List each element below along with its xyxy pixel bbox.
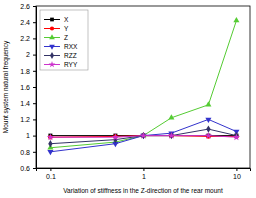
tick: 0.6 <box>20 165 36 172</box>
tick-label: 2.6 <box>20 3 30 10</box>
tick: 1.4 <box>20 100 36 107</box>
tick-label: 0.6 <box>20 165 30 172</box>
marker <box>168 132 175 139</box>
legend-box <box>40 10 88 70</box>
tick-mark <box>33 22 36 23</box>
marker <box>233 133 240 140</box>
plot: 0.1 1 10 0.6 0.8 1 1.2 1.4 1.6 1.8 2 2.2 2.4 2.6 XYZ RX… <box>20 3 250 180</box>
tick-mark <box>33 152 36 153</box>
tick-label: 1.8 <box>20 68 30 75</box>
marker <box>140 132 147 139</box>
tick-mark <box>33 87 36 88</box>
legend-marker <box>49 61 56 67</box>
tick: 10 <box>233 168 241 180</box>
tick-mark <box>33 71 36 72</box>
legend-marker <box>50 52 54 59</box>
axis-line <box>33 7 37 169</box>
series-line <box>50 119 236 151</box>
tick-label: 0.1 <box>46 173 56 180</box>
tick-label: 1.4 <box>20 100 30 107</box>
tick-label: 0.8 <box>20 149 30 156</box>
tick-mark <box>33 55 36 56</box>
legend-label: RYY <box>64 61 78 68</box>
legend-label: X <box>64 16 69 23</box>
tick: 2.2 <box>20 35 36 42</box>
tick: 2 <box>26 51 36 58</box>
tick: 0.8 <box>20 149 36 156</box>
tick-mark <box>50 168 51 171</box>
tick-mark <box>33 103 36 104</box>
marker <box>47 133 54 140</box>
tick-label: 1 <box>142 173 146 180</box>
tick: 1 <box>26 132 36 139</box>
marker <box>205 118 211 123</box>
legend-label: Y <box>64 25 69 32</box>
tick-label: 2.2 <box>20 35 30 42</box>
axis-line <box>37 169 251 172</box>
marker <box>112 133 119 140</box>
tick: 1.8 <box>20 68 36 75</box>
legend-label: RXX <box>64 43 78 50</box>
tick-label: 2 <box>26 51 30 58</box>
tick-mark <box>33 6 36 7</box>
marker <box>205 101 211 106</box>
legend-marker <box>49 45 55 50</box>
tick-mark <box>143 168 144 171</box>
marker <box>206 125 210 132</box>
legend-marker <box>50 18 54 22</box>
tick-label: 10 <box>233 173 241 180</box>
tick-label: 1.2 <box>20 116 30 123</box>
tick: 1.2 <box>20 116 36 123</box>
marker <box>233 17 239 22</box>
tick: 2.4 <box>20 19 36 26</box>
legend-label: Z <box>64 34 68 41</box>
marker <box>168 114 174 119</box>
marker <box>205 132 212 139</box>
tick-label: 2.4 <box>20 19 30 26</box>
tick: 1 <box>142 168 146 180</box>
tick: 1.6 <box>20 84 36 91</box>
marker <box>48 140 52 147</box>
tick-mark <box>33 168 36 169</box>
legend-marker <box>49 34 55 39</box>
y-axis-title: Mount system natural frequency <box>2 40 10 133</box>
tick: 2.6 <box>20 3 36 10</box>
legend-label: RZZ <box>64 52 77 59</box>
tick: 0.1 <box>46 168 56 180</box>
legend: XYZ RXX RZZ RYY <box>40 10 88 70</box>
marker <box>47 150 53 155</box>
plot-frame <box>36 6 250 168</box>
y-axis: 0.6 0.8 1 1.2 1.4 1.6 1.8 2 2.2 2.4 2.6 <box>20 3 36 172</box>
tick-mark <box>33 119 36 120</box>
tick-mark <box>33 38 36 39</box>
tick-label: 1 <box>26 132 30 139</box>
chart: 0.1 1 10 0.6 0.8 1 1.2 1.4 1.6 1.8 2 2.2 2.4 2.6 XYZ RX… <box>0 0 256 198</box>
x-axis-title: Variation of stiffness in the Z-directio… <box>63 187 223 194</box>
x-axis: 0.1 1 10 <box>37 168 251 180</box>
legend-marker <box>50 26 54 30</box>
tick-label: 1.6 <box>20 84 30 91</box>
tick-mark <box>236 168 237 171</box>
tick-mark <box>33 136 36 137</box>
